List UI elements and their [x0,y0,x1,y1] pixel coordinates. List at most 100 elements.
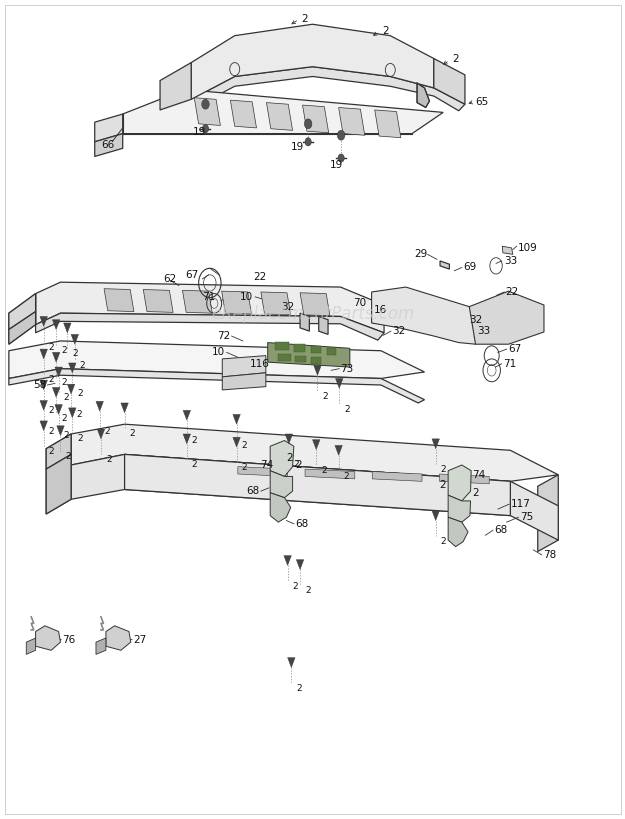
Circle shape [305,138,311,146]
Text: 2: 2 [344,472,349,481]
Bar [328,348,336,355]
Text: eReplacementParts.com: eReplacementParts.com [211,305,414,323]
Polygon shape [160,66,465,111]
Text: 70: 70 [353,298,366,309]
Polygon shape [98,429,104,439]
Text: 33: 33 [504,256,518,266]
Polygon shape [285,434,292,444]
Polygon shape [121,403,128,413]
Polygon shape [40,349,48,359]
Text: 2: 2 [242,464,248,473]
Polygon shape [68,384,75,394]
Text: 2: 2 [80,360,86,369]
Polygon shape [124,455,511,516]
Text: 68: 68 [295,518,308,529]
Polygon shape [46,434,71,514]
Text: 71: 71 [202,292,215,302]
Polygon shape [55,367,63,377]
Text: 2: 2 [452,54,459,65]
Text: 68: 68 [494,525,508,536]
Polygon shape [233,414,241,424]
Polygon shape [372,287,487,344]
Polygon shape [339,107,365,135]
Polygon shape [448,518,468,546]
Polygon shape [55,405,63,414]
Text: 2: 2 [192,437,198,446]
Text: 2: 2 [49,342,54,351]
Polygon shape [160,62,191,110]
Polygon shape [335,446,342,455]
Circle shape [202,99,209,109]
Polygon shape [440,261,449,269]
Bar [311,357,321,364]
Polygon shape [231,100,256,128]
Text: 66: 66 [101,140,114,150]
Text: 32: 32 [281,302,294,313]
Polygon shape [95,133,122,156]
Polygon shape [26,638,36,654]
Polygon shape [270,471,292,498]
Polygon shape [9,293,36,329]
Text: 69: 69 [463,262,476,273]
Text: 67: 67 [185,269,198,280]
Text: 2: 2 [439,480,446,490]
Polygon shape [40,421,48,431]
Polygon shape [305,469,355,479]
Polygon shape [503,247,513,255]
Circle shape [202,124,209,133]
Polygon shape [469,291,544,344]
Bar [295,355,306,362]
Text: 71: 71 [503,359,516,369]
Text: 65: 65 [476,97,489,106]
Polygon shape [143,289,173,312]
Text: 2: 2 [292,581,298,590]
Polygon shape [9,293,36,344]
Polygon shape [270,493,291,523]
Polygon shape [52,319,60,329]
Polygon shape [52,352,60,362]
Text: 22: 22 [253,272,267,283]
Polygon shape [266,102,292,130]
Polygon shape [417,83,429,107]
Text: 2: 2 [61,414,67,423]
Polygon shape [95,114,122,142]
Text: 2: 2 [72,349,78,358]
Text: 2: 2 [192,460,198,469]
Polygon shape [9,311,36,344]
Bar [311,346,321,353]
Polygon shape [284,555,291,565]
Polygon shape [183,410,191,420]
Text: 2: 2 [294,460,299,469]
Polygon shape [312,440,320,450]
Polygon shape [194,97,221,125]
Text: 2: 2 [61,346,67,355]
Polygon shape [36,626,61,650]
Polygon shape [122,89,443,133]
Polygon shape [36,283,384,333]
Text: 74: 74 [260,460,273,470]
Bar [294,344,305,351]
Text: 117: 117 [511,500,530,509]
Text: 2: 2 [382,25,389,36]
Text: 2: 2 [104,428,110,437]
Text: 19: 19 [192,127,206,137]
Text: 2: 2 [295,460,302,470]
Polygon shape [40,400,48,410]
Polygon shape [448,495,471,523]
Text: 19: 19 [291,142,304,152]
Polygon shape [432,511,439,521]
Polygon shape [71,334,79,344]
Text: 22: 22 [506,287,519,297]
Polygon shape [448,465,471,501]
Polygon shape [9,369,424,403]
Text: 2: 2 [322,391,328,400]
Polygon shape [40,316,48,326]
Polygon shape [9,341,424,378]
Text: 16: 16 [374,305,387,315]
Polygon shape [336,378,343,388]
Polygon shape [182,290,213,313]
Text: 29: 29 [414,250,428,260]
Text: 2: 2 [286,454,293,464]
Circle shape [338,154,344,162]
Text: 72: 72 [217,331,231,341]
